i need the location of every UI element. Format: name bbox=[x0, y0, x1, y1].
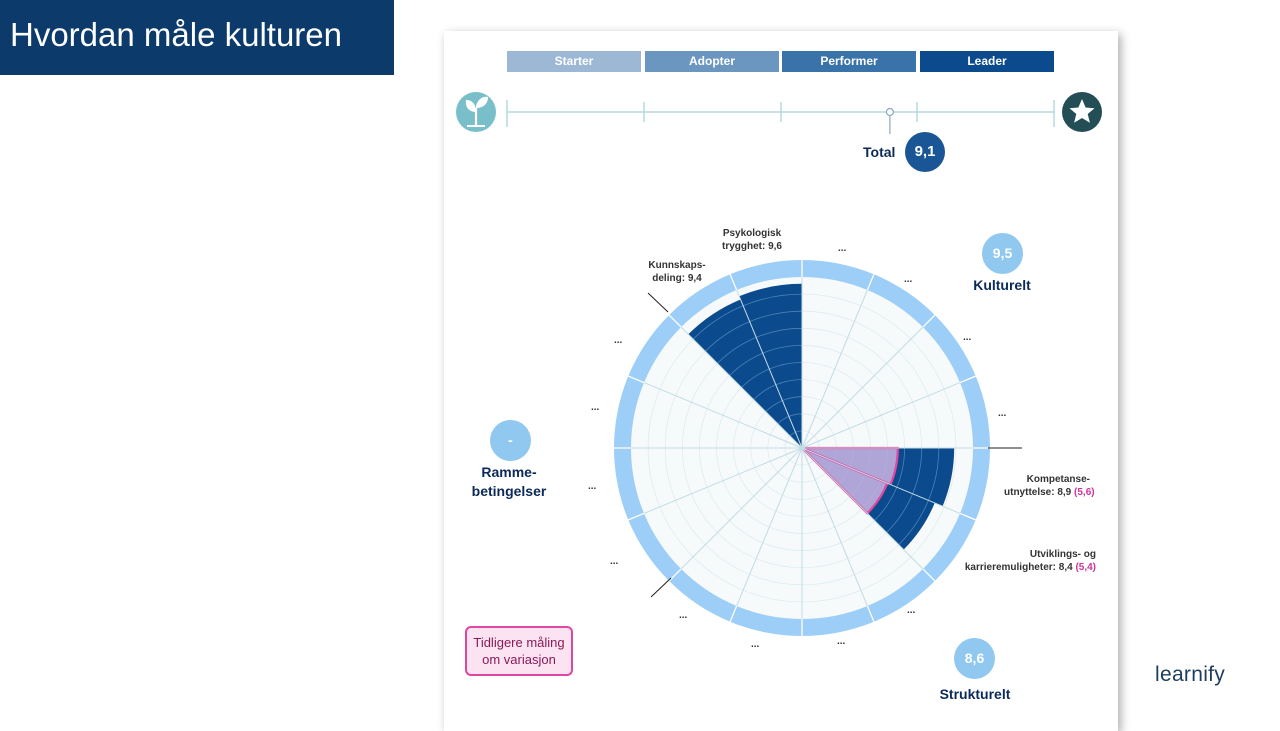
wedge-grid-arc bbox=[769, 362, 803, 370]
polar-area-chart bbox=[614, 260, 1022, 636]
grid-spoke bbox=[801, 447, 961, 514]
rammebetingelser-label-line1: Ramme- bbox=[481, 464, 537, 480]
slide-title: Hvordan måle kulturen bbox=[10, 16, 342, 53]
legend-line: om variasjon bbox=[482, 652, 556, 667]
wedge-grid-arc bbox=[762, 344, 803, 354]
previous-value: (5,4) bbox=[1075, 562, 1096, 573]
wedge-grid-arc bbox=[705, 321, 750, 352]
label-line: Kompetanse- bbox=[1026, 474, 1090, 485]
wedge-grid-arc bbox=[692, 305, 744, 340]
wedge-grid-arc bbox=[749, 310, 803, 322]
wedge-grid-arc bbox=[874, 487, 898, 521]
stage-performer: Performer bbox=[782, 51, 916, 72]
label-line: karrieremuligheter: 8,4 bbox=[964, 562, 1073, 573]
grid-spoke bbox=[801, 289, 868, 449]
placeholder-label: ... bbox=[837, 636, 846, 647]
grid-spoke bbox=[801, 447, 868, 607]
legend-line: Tidligere måling bbox=[473, 635, 565, 650]
ring-divider bbox=[729, 274, 738, 291]
label-line: Kunnskaps- bbox=[648, 260, 706, 271]
data-wedge-current bbox=[688, 299, 802, 448]
ring-divider bbox=[922, 314, 936, 328]
grid-spoke bbox=[736, 447, 803, 607]
total-label: Total bbox=[863, 144, 896, 160]
legend-previous-measurement: Tidligere måling om variasjon bbox=[465, 626, 573, 676]
ring-divider bbox=[922, 568, 936, 582]
ring-divider bbox=[866, 605, 875, 622]
grid-spoke bbox=[801, 447, 924, 570]
wedge-grid-arc bbox=[912, 447, 923, 494]
kulturelt-label: Kulturelt bbox=[973, 277, 1031, 293]
wedge-grid-arc bbox=[741, 368, 770, 388]
stage-leader: Leader bbox=[920, 51, 1054, 72]
kulturelt-score-badge: 9,5 bbox=[982, 233, 1023, 274]
grid-spoke bbox=[801, 326, 924, 449]
label-kompetanseutnyttelse: Kompetanse- utnyttelse: 8,9 (5,6) bbox=[1004, 473, 1095, 499]
grid-spoke bbox=[643, 382, 803, 449]
label-kunnskapsdeling: Kunnskaps- deling: 9,4 bbox=[640, 259, 714, 285]
wedge-grid-arc bbox=[928, 447, 940, 501]
wedge-grid-arc bbox=[756, 327, 803, 338]
grid-spokes bbox=[631, 277, 973, 619]
title-banner: Hvordan måle kulturen bbox=[0, 0, 394, 75]
placeholder-label: ... bbox=[679, 610, 688, 621]
wedge-grid-arc bbox=[886, 493, 913, 533]
total-score-badge: 9,1 bbox=[905, 132, 945, 172]
grid-spoke bbox=[736, 289, 803, 449]
rammebetingelser-label-line2: betingelser bbox=[471, 483, 547, 499]
placeholder-label: ... bbox=[998, 408, 1007, 419]
placeholder-label: ... bbox=[588, 481, 597, 492]
callout-line-kultur bbox=[647, 292, 669, 313]
placeholder-label: ... bbox=[904, 274, 913, 285]
stage-starter: Starter bbox=[507, 51, 641, 72]
ring-divider bbox=[628, 512, 645, 521]
grid-spoke bbox=[680, 326, 803, 449]
strukturelt-score-badge: 8,6 bbox=[954, 638, 995, 679]
ring-divider bbox=[668, 568, 682, 582]
placeholder-label: ... bbox=[610, 556, 619, 567]
wedge-grid-arc bbox=[729, 352, 763, 376]
data-wedges bbox=[688, 283, 955, 550]
total-marker bbox=[885, 107, 895, 117]
wedge-grid-arc bbox=[898, 500, 929, 545]
learnify-logo: learnify bbox=[1155, 663, 1226, 686]
grid-spoke bbox=[801, 382, 961, 449]
ring-dividers bbox=[614, 260, 990, 636]
wedge-grid-arc bbox=[742, 293, 803, 307]
rammebetingelser-label: Ramme- betingelser bbox=[460, 463, 558, 501]
sprout-icon bbox=[456, 92, 496, 132]
placeholder-label: ... bbox=[591, 402, 600, 413]
ring-divider bbox=[866, 274, 875, 291]
placeholder-label: ... bbox=[838, 243, 847, 254]
ring-divider bbox=[628, 375, 645, 384]
strukturelt-label: Strukturelt bbox=[939, 686, 1011, 702]
placeholder-label: ... bbox=[751, 639, 760, 650]
placeholder-label: ... bbox=[907, 605, 916, 616]
label-line: Psykologisk bbox=[722, 228, 782, 239]
star-icon bbox=[1062, 92, 1102, 132]
placeholder-label: ... bbox=[963, 332, 972, 343]
previous-value: (5,6) bbox=[1074, 487, 1095, 498]
grid-spoke bbox=[643, 447, 803, 514]
label-line: deling: 9,4 bbox=[652, 273, 702, 284]
rammebetingelser-score-badge: - bbox=[490, 420, 531, 461]
ring-divider bbox=[729, 605, 738, 622]
callout-line-ramme bbox=[650, 577, 672, 598]
label-line: trygghet: 9,6 bbox=[721, 241, 782, 252]
ring-divider bbox=[959, 512, 976, 521]
label-psykologisk-trygghet: Psykologisk trygghet: 9,6 bbox=[712, 227, 792, 253]
label-utviklingsmuligheter: Utviklings- og karrieremuligheter: 8,4 (… bbox=[952, 548, 1096, 574]
label-line: utnyttelse: 8,9 bbox=[1004, 487, 1072, 498]
wedge-grid-arc bbox=[717, 337, 757, 364]
ring-divider bbox=[959, 375, 976, 384]
placeholder-label: ... bbox=[614, 335, 623, 346]
wedge-grid-arc bbox=[896, 447, 906, 488]
callout-lines bbox=[647, 292, 1022, 598]
ring-divider bbox=[668, 314, 682, 328]
data-wedge-current bbox=[739, 283, 802, 448]
label-line: Utviklings- og bbox=[1029, 549, 1096, 560]
grid-spoke bbox=[680, 447, 803, 570]
stage-adopter: Adopter bbox=[645, 51, 779, 72]
